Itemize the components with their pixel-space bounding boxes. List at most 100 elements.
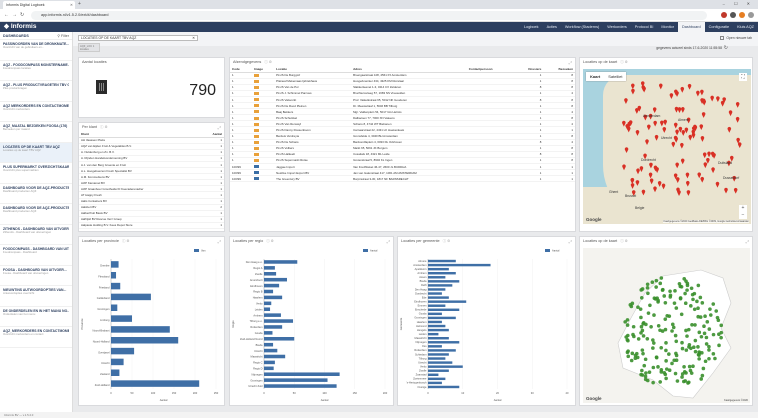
location-dot[interactable] (647, 370, 652, 374)
location-dot[interactable] (658, 328, 662, 333)
window-controls[interactable]: – ☐ ✕ (722, 1, 754, 6)
location-dot[interactable] (711, 332, 716, 337)
location-dot[interactable] (671, 325, 676, 330)
bar[interactable] (264, 384, 337, 388)
map-pin[interactable] (645, 139, 649, 146)
table-row[interactable]: 1 PLUS De Rood Pleinen Dr. Meestelraaf 1, … (230, 102, 575, 110)
location-dot[interactable] (641, 321, 645, 326)
location-dot[interactable] (674, 351, 678, 356)
table-row[interactable]: AH Vaassen Plaza 1 (79, 137, 224, 144)
map-pin[interactable] (635, 130, 640, 136)
table-row[interactable]: A. Rijnden Handelsonderneming BV 1 (79, 155, 224, 162)
bar[interactable] (264, 283, 280, 288)
close-tab-icon[interactable]: ✕ (69, 3, 73, 7)
location-dot[interactable] (701, 366, 706, 371)
expand-icon[interactable]: ⤢ (386, 239, 390, 244)
location-dot[interactable] (693, 323, 697, 327)
location-dot[interactable] (664, 359, 668, 363)
location-dot[interactable] (674, 339, 679, 344)
map-pin[interactable] (681, 107, 685, 113)
bar[interactable] (428, 320, 442, 324)
location-dot[interactable] (680, 372, 685, 376)
sidebar-dashboard-item[interactable]: AQZ_MERKORDERS EN CONTACTMOME... Overzich… (0, 327, 72, 348)
location-dot[interactable] (707, 327, 712, 331)
location-dot[interactable] (703, 359, 708, 364)
location-dot[interactable] (654, 278, 659, 283)
bar[interactable] (428, 300, 467, 303)
location-dot[interactable] (688, 368, 693, 373)
map-pin[interactable] (716, 96, 720, 103)
map-pin[interactable] (702, 99, 707, 106)
location-dot[interactable] (691, 297, 695, 302)
location-dot[interactable] (668, 293, 673, 298)
map-pin[interactable] (700, 176, 705, 183)
table-row[interactable]: 100/99 The Greentury BV Borpinstraat 3-30,… (230, 175, 575, 183)
location-dot[interactable] (625, 323, 630, 327)
bar[interactable] (428, 328, 449, 332)
location-dot[interactable] (654, 355, 659, 359)
location-dot[interactable] (630, 301, 635, 306)
location-dot[interactable] (659, 276, 664, 280)
info-icon[interactable]: ⓘ ⚙ (264, 60, 272, 64)
map-pin[interactable] (686, 190, 691, 196)
map-pin[interactable] (643, 153, 647, 160)
location-dot[interactable] (708, 307, 712, 311)
bar[interactable] (264, 337, 295, 341)
location-dot[interactable] (632, 334, 636, 339)
location-dot[interactable] (654, 285, 658, 289)
location-dot[interactable] (674, 306, 679, 310)
location-dot[interactable] (686, 327, 691, 332)
location-dot[interactable] (639, 315, 643, 320)
location-dot[interactable] (649, 325, 653, 329)
bar[interactable] (111, 326, 170, 333)
map-pin[interactable] (732, 175, 737, 182)
location-dot[interactable] (683, 379, 688, 383)
location-dot[interactable] (696, 345, 700, 349)
location-dot[interactable] (650, 280, 655, 284)
location-dot[interactable] (640, 287, 645, 291)
location-dot[interactable] (642, 363, 647, 368)
column-header[interactable]: Contactpersoon (466, 66, 515, 73)
table-row[interactable]: 1 Berdeis Verdreyia Gronsfelde 4, 3040 BH … (230, 133, 575, 140)
expand-icon[interactable]: ⤢ (217, 125, 221, 130)
map-pin[interactable] (675, 129, 679, 136)
bar[interactable] (264, 266, 275, 270)
location-dot[interactable] (702, 331, 707, 336)
map-pin[interactable] (631, 88, 635, 95)
map-pin[interactable] (663, 119, 668, 126)
bar[interactable] (264, 360, 275, 365)
table-row[interactable]: 1 PLUS Vollters Markt 65, 5091 JK Burgum 1 8 (230, 145, 575, 152)
location-dot[interactable] (665, 313, 670, 318)
location-dot[interactable] (656, 324, 661, 328)
expand-icon[interactable]: ⤢ (217, 239, 221, 244)
location-dot[interactable] (641, 334, 646, 338)
map-pin[interactable] (647, 124, 651, 131)
bar[interactable] (264, 301, 272, 306)
location-dot[interactable] (641, 351, 645, 356)
bar[interactable] (428, 276, 446, 279)
location-dot[interactable] (652, 341, 656, 345)
location-dot[interactable] (670, 361, 674, 366)
location-dot[interactable] (692, 345, 696, 350)
back-icon[interactable]: ← (4, 11, 9, 18)
location-dot[interactable] (636, 337, 641, 341)
map-pin[interactable] (624, 98, 628, 104)
map-pin[interactable] (675, 177, 680, 183)
menu-item-kluis-aqz[interactable]: Kluis AQZ (737, 25, 754, 29)
column-header[interactable]: Code (230, 66, 252, 73)
table-row[interactable]: A.M. Kommerkens BV 1 (79, 173, 224, 181)
location-dot[interactable] (653, 297, 658, 301)
zoom-control[interactable]: + − (739, 205, 747, 219)
column-header[interactable]: Locatie (274, 66, 352, 73)
bar[interactable] (428, 263, 491, 267)
sidebar-dashboard-item[interactable]: AQZ MERKORDERS EN CONTACTMOME... Overzich… (0, 102, 72, 122)
location-dot[interactable] (673, 289, 677, 293)
table-row[interactable]: 1 PLUS Van Renswyl Schans 8, 4744 WT Bieba… (230, 120, 575, 128)
bar[interactable] (111, 358, 124, 366)
menu-item-acties[interactable]: Acties (546, 25, 557, 29)
location-dot[interactable] (697, 353, 701, 357)
map-pin[interactable] (662, 127, 667, 133)
bar[interactable] (428, 373, 439, 376)
column-header[interactable]: Aantal (199, 131, 224, 138)
location-dot[interactable] (700, 373, 705, 378)
